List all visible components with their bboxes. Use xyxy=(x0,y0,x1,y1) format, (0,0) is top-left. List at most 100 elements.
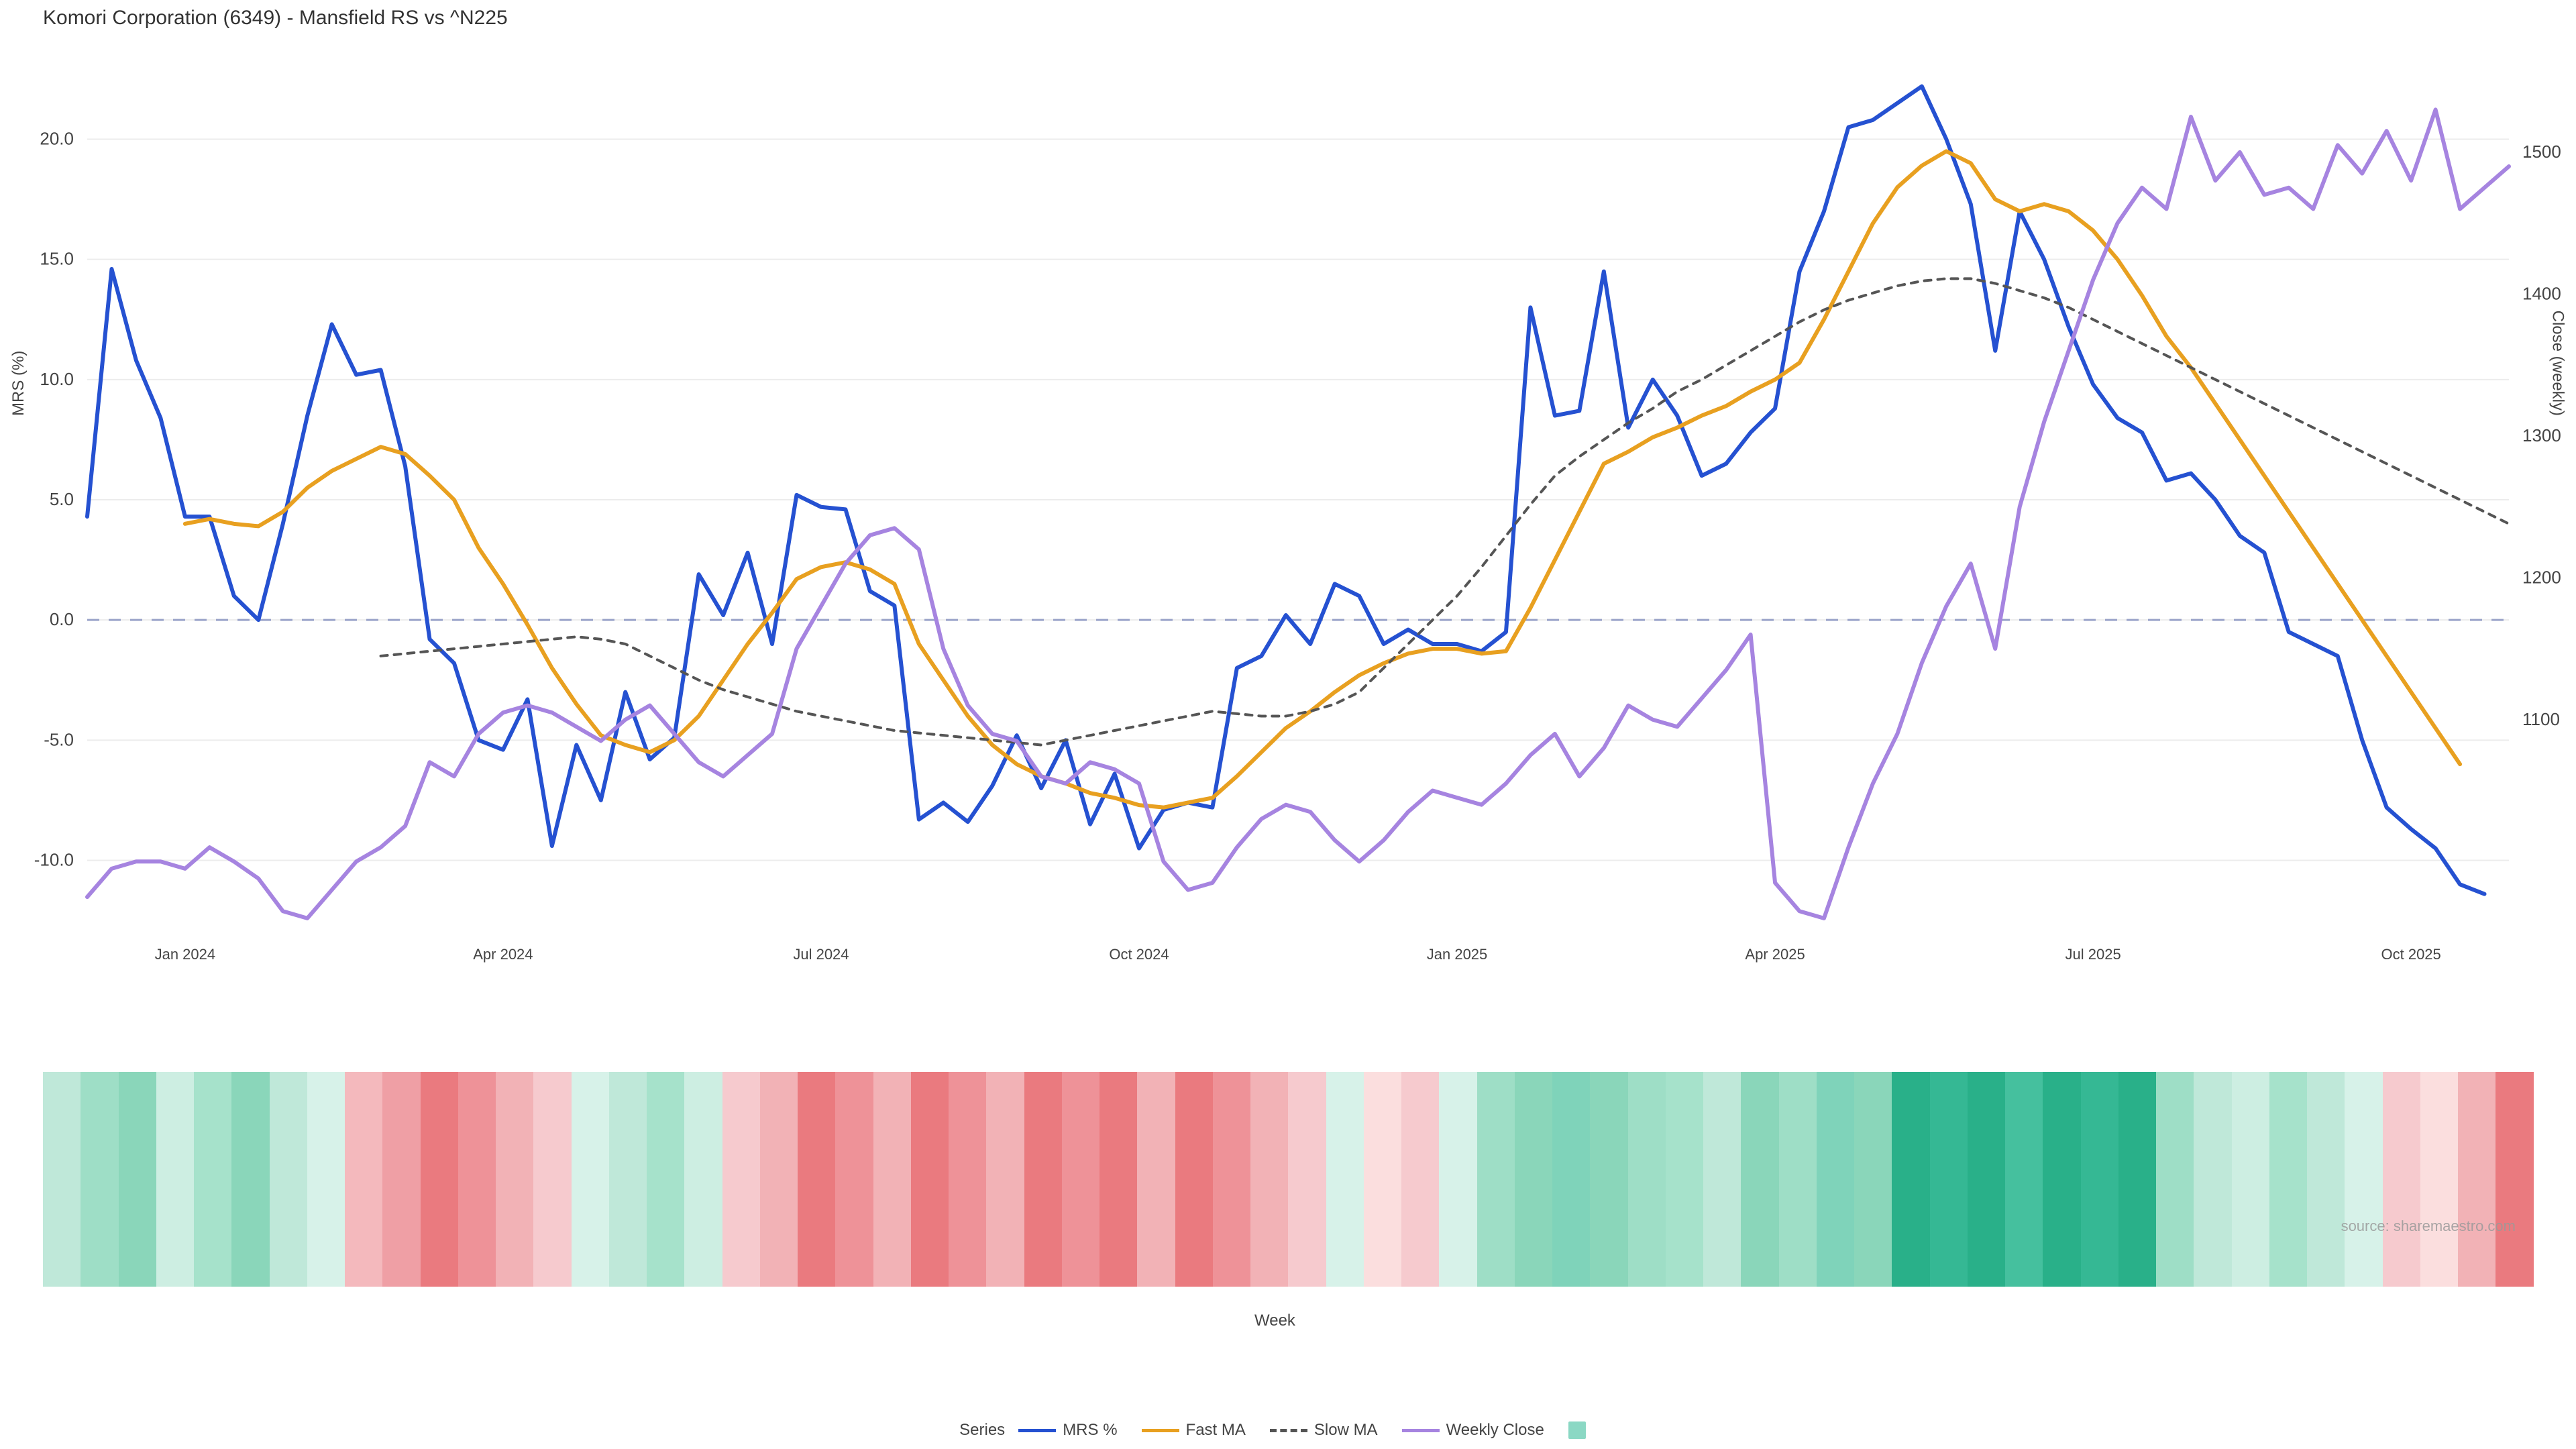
band-cell-10 xyxy=(421,1072,458,1287)
main-chart-svg: -10.0 -5.0 0.0 5.0 10.0 15.0 20.0 1100 1200 1300 1… xyxy=(0,40,2576,1046)
left-tick-label--5: -5.0 xyxy=(44,729,74,749)
band-cell-18 xyxy=(722,1072,760,1287)
left-axis-label: MRS (%) xyxy=(9,351,28,416)
band-cell-35 xyxy=(1364,1072,1401,1287)
series-line-fast-ma xyxy=(185,151,2460,807)
right-tick-label-1300: 1300 xyxy=(2522,425,2561,445)
band-cell-38 xyxy=(1477,1072,1515,1287)
legend-label-weekly-close: Weekly Close xyxy=(1446,1421,1544,1440)
band-cell-21 xyxy=(835,1072,873,1287)
band-cell-52 xyxy=(2005,1072,2043,1287)
x-tick-label-jul-2025: Jul 2025 xyxy=(2065,946,2121,963)
left-tick-label-5: 5.0 xyxy=(50,489,74,509)
band-cell-28 xyxy=(1099,1072,1137,1287)
band-cell-49 xyxy=(1892,1072,1929,1287)
legend-item-2: Slow MA xyxy=(1270,1421,1378,1440)
band-cell-7 xyxy=(307,1072,345,1287)
band-cell-42 xyxy=(1628,1072,1666,1287)
legend-item-0: MRS % xyxy=(1018,1421,1117,1440)
band-cell-40 xyxy=(1552,1072,1590,1287)
legend-swatch-box-4 xyxy=(1568,1421,1586,1439)
band-cell-8 xyxy=(345,1072,382,1287)
band-cell-48 xyxy=(1854,1072,1892,1287)
band-cell-16 xyxy=(647,1072,684,1287)
band-cell-30 xyxy=(1175,1072,1213,1287)
band-cell-0 xyxy=(43,1072,80,1287)
legend-label-slow-ma: Slow MA xyxy=(1314,1421,1378,1440)
left-tick-label-10: 10.0 xyxy=(40,369,74,389)
band-cell-12 xyxy=(496,1072,533,1287)
band-cell-65 xyxy=(2496,1072,2533,1287)
band-cell-5 xyxy=(231,1072,269,1287)
band-cell-36 xyxy=(1401,1072,1439,1287)
band-cell-27 xyxy=(1062,1072,1099,1287)
band-cell-3 xyxy=(156,1072,194,1287)
right-tick-label-1500: 1500 xyxy=(2522,142,2561,162)
band-cell-57 xyxy=(2194,1072,2231,1287)
x-tick-label-apr-2025: Apr 2025 xyxy=(1745,946,1805,963)
band-cell-47 xyxy=(1817,1072,1854,1287)
legend-label-mrs-: MRS % xyxy=(1063,1421,1117,1440)
band-cell-54 xyxy=(2081,1072,2118,1287)
band-cell-45 xyxy=(1741,1072,1778,1287)
right-axis-label: Close (weekly) xyxy=(2548,311,2567,416)
right-tick-label-1400: 1400 xyxy=(2522,283,2561,303)
legend-items-container: MRS % Fast MA Slow MA Weekly Close xyxy=(1018,1421,1617,1440)
band-cell-64 xyxy=(2458,1072,2496,1287)
left-tick-label-15: 15.0 xyxy=(40,249,74,269)
legend-item-1: Fast MA xyxy=(1142,1421,1246,1440)
band-cell-24 xyxy=(949,1072,986,1287)
band-cell-59 xyxy=(2269,1072,2307,1287)
band-cell-6 xyxy=(270,1072,307,1287)
band-cell-51 xyxy=(1968,1072,2005,1287)
chart-page: Komori Corporation (6349) - Mansfield RS… xyxy=(0,0,2576,1449)
band-cell-46 xyxy=(1779,1072,1817,1287)
source-watermark-text: source: sharemaestro.com xyxy=(2341,1218,2516,1235)
band-cell-2 xyxy=(119,1072,156,1287)
band-cell-63 xyxy=(2420,1072,2458,1287)
x-axis-label: Week xyxy=(1254,1311,1295,1330)
legend-item-3: Weekly Close xyxy=(1402,1421,1544,1440)
band-cell-15 xyxy=(609,1072,647,1287)
band-cell-20 xyxy=(798,1072,835,1287)
band-cell-56 xyxy=(2156,1072,2194,1287)
band-cell-17 xyxy=(684,1072,722,1287)
right-tick-label-1100: 1100 xyxy=(2522,709,2560,729)
legend-item-4 xyxy=(1568,1421,1593,1439)
band-cell-53 xyxy=(2043,1072,2080,1287)
legend-swatch-slow-ma xyxy=(1270,1429,1307,1432)
band-cell-62 xyxy=(2383,1072,2420,1287)
chart-title: Komori Corporation (6349) - Mansfield RS… xyxy=(43,7,508,30)
series-line-weekly-close xyxy=(87,109,2509,918)
band-cell-26 xyxy=(1024,1072,1062,1287)
band-cell-14 xyxy=(572,1072,609,1287)
band-cell-11 xyxy=(458,1072,496,1287)
x-tick-label-oct-2024: Oct 2024 xyxy=(1109,946,1169,963)
band-cell-60 xyxy=(2307,1072,2345,1287)
legend-swatch-fast-ma xyxy=(1142,1429,1179,1432)
x-tick-label-apr-2024: Apr 2024 xyxy=(473,946,533,963)
band-cell-41 xyxy=(1590,1072,1627,1287)
band-cell-43 xyxy=(1666,1072,1703,1287)
x-tick-label-jan-2024: Jan 2024 xyxy=(155,946,216,963)
band-cell-29 xyxy=(1137,1072,1175,1287)
band-cell-58 xyxy=(2232,1072,2269,1287)
band-cell-34 xyxy=(1326,1072,1364,1287)
chart-legend: Series MRS % Fast MA Slow MA Weekly Close xyxy=(0,1421,2576,1440)
legend-label-fast-ma: Fast MA xyxy=(1186,1421,1246,1440)
x-tick-label-jan-2025: Jan 2025 xyxy=(1427,946,1488,963)
legend-swatch-mrs- xyxy=(1018,1429,1056,1432)
left-tick-label-0: 0.0 xyxy=(50,609,74,629)
band-cell-4 xyxy=(194,1072,231,1287)
band-cell-13 xyxy=(533,1072,571,1287)
band-cell-1 xyxy=(80,1072,118,1287)
left-tick-label-20: 20.0 xyxy=(40,129,74,149)
right-tick-label-1200: 1200 xyxy=(2522,567,2561,587)
band-cell-39 xyxy=(1515,1072,1552,1287)
band-cell-9 xyxy=(382,1072,420,1287)
band-cell-44 xyxy=(1703,1072,1741,1287)
band-cell-25 xyxy=(986,1072,1024,1287)
x-tick-label-jul-2024: Jul 2024 xyxy=(793,946,849,963)
band-cell-61 xyxy=(2345,1072,2382,1287)
x-tick-label-oct-2025: Oct 2025 xyxy=(2381,946,2441,963)
